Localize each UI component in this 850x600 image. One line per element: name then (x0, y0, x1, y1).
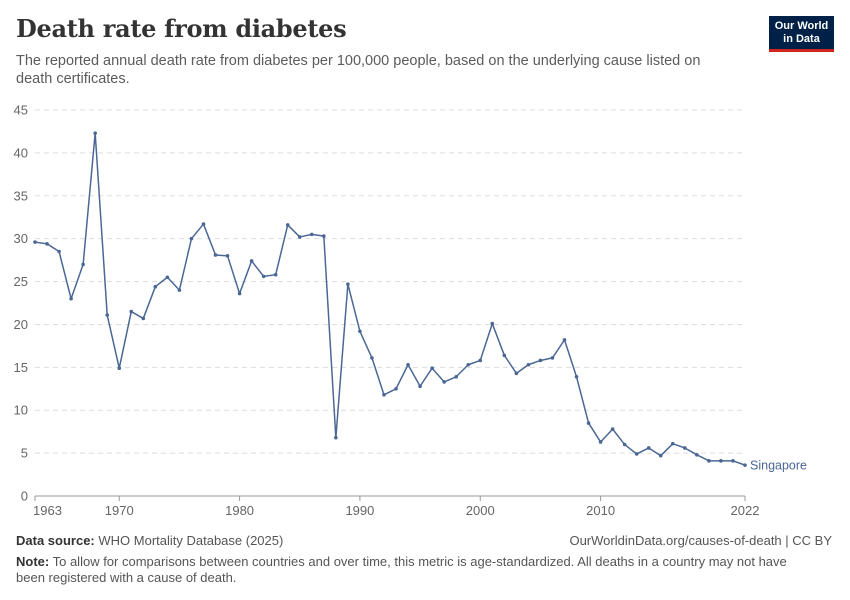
y-axis-ticks: 0 5 10 15 20 25 30 35 40 45 (14, 103, 28, 504)
data-point[interactable] (550, 356, 555, 360)
data-point[interactable] (346, 282, 350, 286)
data-point[interactable] (57, 249, 61, 254)
data-point[interactable] (213, 253, 218, 257)
x-tick-label: 2022 (731, 503, 760, 518)
data-point[interactable] (273, 272, 278, 277)
owid-logo[interactable]: Our World in Data (769, 16, 834, 52)
data-point[interactable] (249, 259, 254, 263)
note-label: Note: (16, 554, 50, 569)
data-point[interactable] (695, 453, 699, 457)
x-tick-label: 2010 (586, 503, 615, 518)
data-point[interactable] (189, 236, 194, 241)
data-point[interactable] (33, 240, 37, 244)
data-point[interactable] (370, 356, 374, 360)
y-tick-label: 25 (14, 274, 28, 289)
data-point[interactable] (562, 338, 567, 342)
data-point[interactable] (514, 371, 519, 376)
series-label-singapore[interactable]: Singapore (750, 459, 807, 473)
data-point[interactable] (610, 427, 615, 431)
series-layer[interactable]: Singapore (33, 131, 807, 473)
gridlines (35, 109, 745, 454)
data-point[interactable] (45, 242, 49, 246)
logo-line2: in Data (783, 32, 820, 45)
data-point[interactable] (153, 284, 158, 289)
data-point[interactable] (418, 384, 422, 389)
y-tick-label: 35 (14, 188, 28, 203)
data-point[interactable] (586, 421, 591, 425)
data-point[interactable] (658, 453, 663, 458)
data-point[interactable] (622, 442, 627, 447)
y-tick-label: 45 (14, 103, 28, 118)
data-point[interactable] (129, 309, 134, 314)
data-point[interactable] (598, 440, 603, 444)
y-tick-label: 5 (21, 446, 28, 461)
x-tick-label: 1963 (33, 503, 62, 518)
x-tick-label: 1980 (225, 503, 254, 518)
logo-line1: Our World (774, 20, 829, 32)
data-point[interactable] (478, 358, 483, 363)
data-point[interactable] (442, 380, 446, 384)
data-source: Data source: WHO Mortality Database (202… (16, 533, 283, 548)
x-axis: 1963 1970 1980 1990 2000 2010 2022 (33, 495, 760, 518)
x-tick-label: 1970 (105, 503, 134, 518)
chart-subtitle: The reported annual death rate from diab… (16, 53, 701, 87)
data-point[interactable] (707, 459, 711, 463)
data-point[interactable] (731, 459, 735, 463)
data-point[interactable] (382, 392, 386, 397)
x-tick-label: 2000 (466, 503, 495, 518)
data-point[interactable] (322, 234, 326, 238)
y-tick-label: 40 (14, 145, 28, 160)
data-point[interactable] (105, 313, 110, 317)
data-point[interactable] (81, 262, 85, 267)
data-point[interactable] (502, 353, 507, 358)
data-point[interactable] (297, 235, 302, 239)
data-point[interactable] (285, 223, 290, 227)
series-line[interactable] (34, 132, 746, 466)
data-point[interactable] (237, 291, 242, 296)
data-point[interactable] (670, 441, 675, 446)
data-point[interactable] (430, 366, 434, 370)
data-point[interactable] (261, 274, 266, 279)
data-point[interactable] (466, 362, 471, 367)
data-point[interactable] (141, 316, 146, 321)
source-text[interactable]: WHO Mortality Database (2025) (98, 533, 284, 548)
y-tick-label: 15 (14, 360, 28, 375)
data-point[interactable] (69, 296, 73, 301)
data-point[interactable] (743, 463, 747, 467)
data-point[interactable] (225, 254, 230, 258)
data-point[interactable] (394, 386, 398, 391)
data-point[interactable] (334, 435, 338, 440)
data-point[interactable] (574, 374, 579, 379)
data-point[interactable] (93, 131, 97, 135)
data-point[interactable] (358, 329, 362, 334)
y-tick-label: 20 (14, 317, 28, 332)
x-tick-label: 1990 (345, 503, 374, 518)
chart-note: Note: To allow for comparisons between c… (16, 554, 816, 586)
data-point[interactable] (526, 362, 531, 367)
source-label: Data source: (16, 533, 95, 548)
credit-link[interactable]: OurWorldinData.org/causes-of-death | CC … (569, 533, 832, 548)
data-point[interactable] (634, 452, 639, 456)
data-point[interactable] (454, 374, 458, 379)
data-point[interactable] (201, 222, 206, 226)
y-tick-label: 0 (21, 489, 28, 504)
y-tick-label: 10 (14, 403, 28, 418)
note-text: To allow for comparisons between countri… (16, 554, 787, 585)
data-point[interactable] (177, 288, 182, 292)
data-point[interactable] (683, 446, 687, 450)
chart-title: Death rate from diabetes (16, 14, 347, 43)
data-point[interactable] (165, 275, 170, 280)
y-tick-label: 30 (14, 231, 28, 246)
data-point[interactable] (309, 232, 314, 237)
data-point[interactable] (406, 362, 410, 367)
data-point[interactable] (719, 459, 723, 463)
data-point[interactable] (490, 321, 495, 326)
data-point[interactable] (646, 446, 651, 450)
data-point[interactable] (538, 358, 543, 363)
data-point[interactable] (117, 366, 122, 370)
